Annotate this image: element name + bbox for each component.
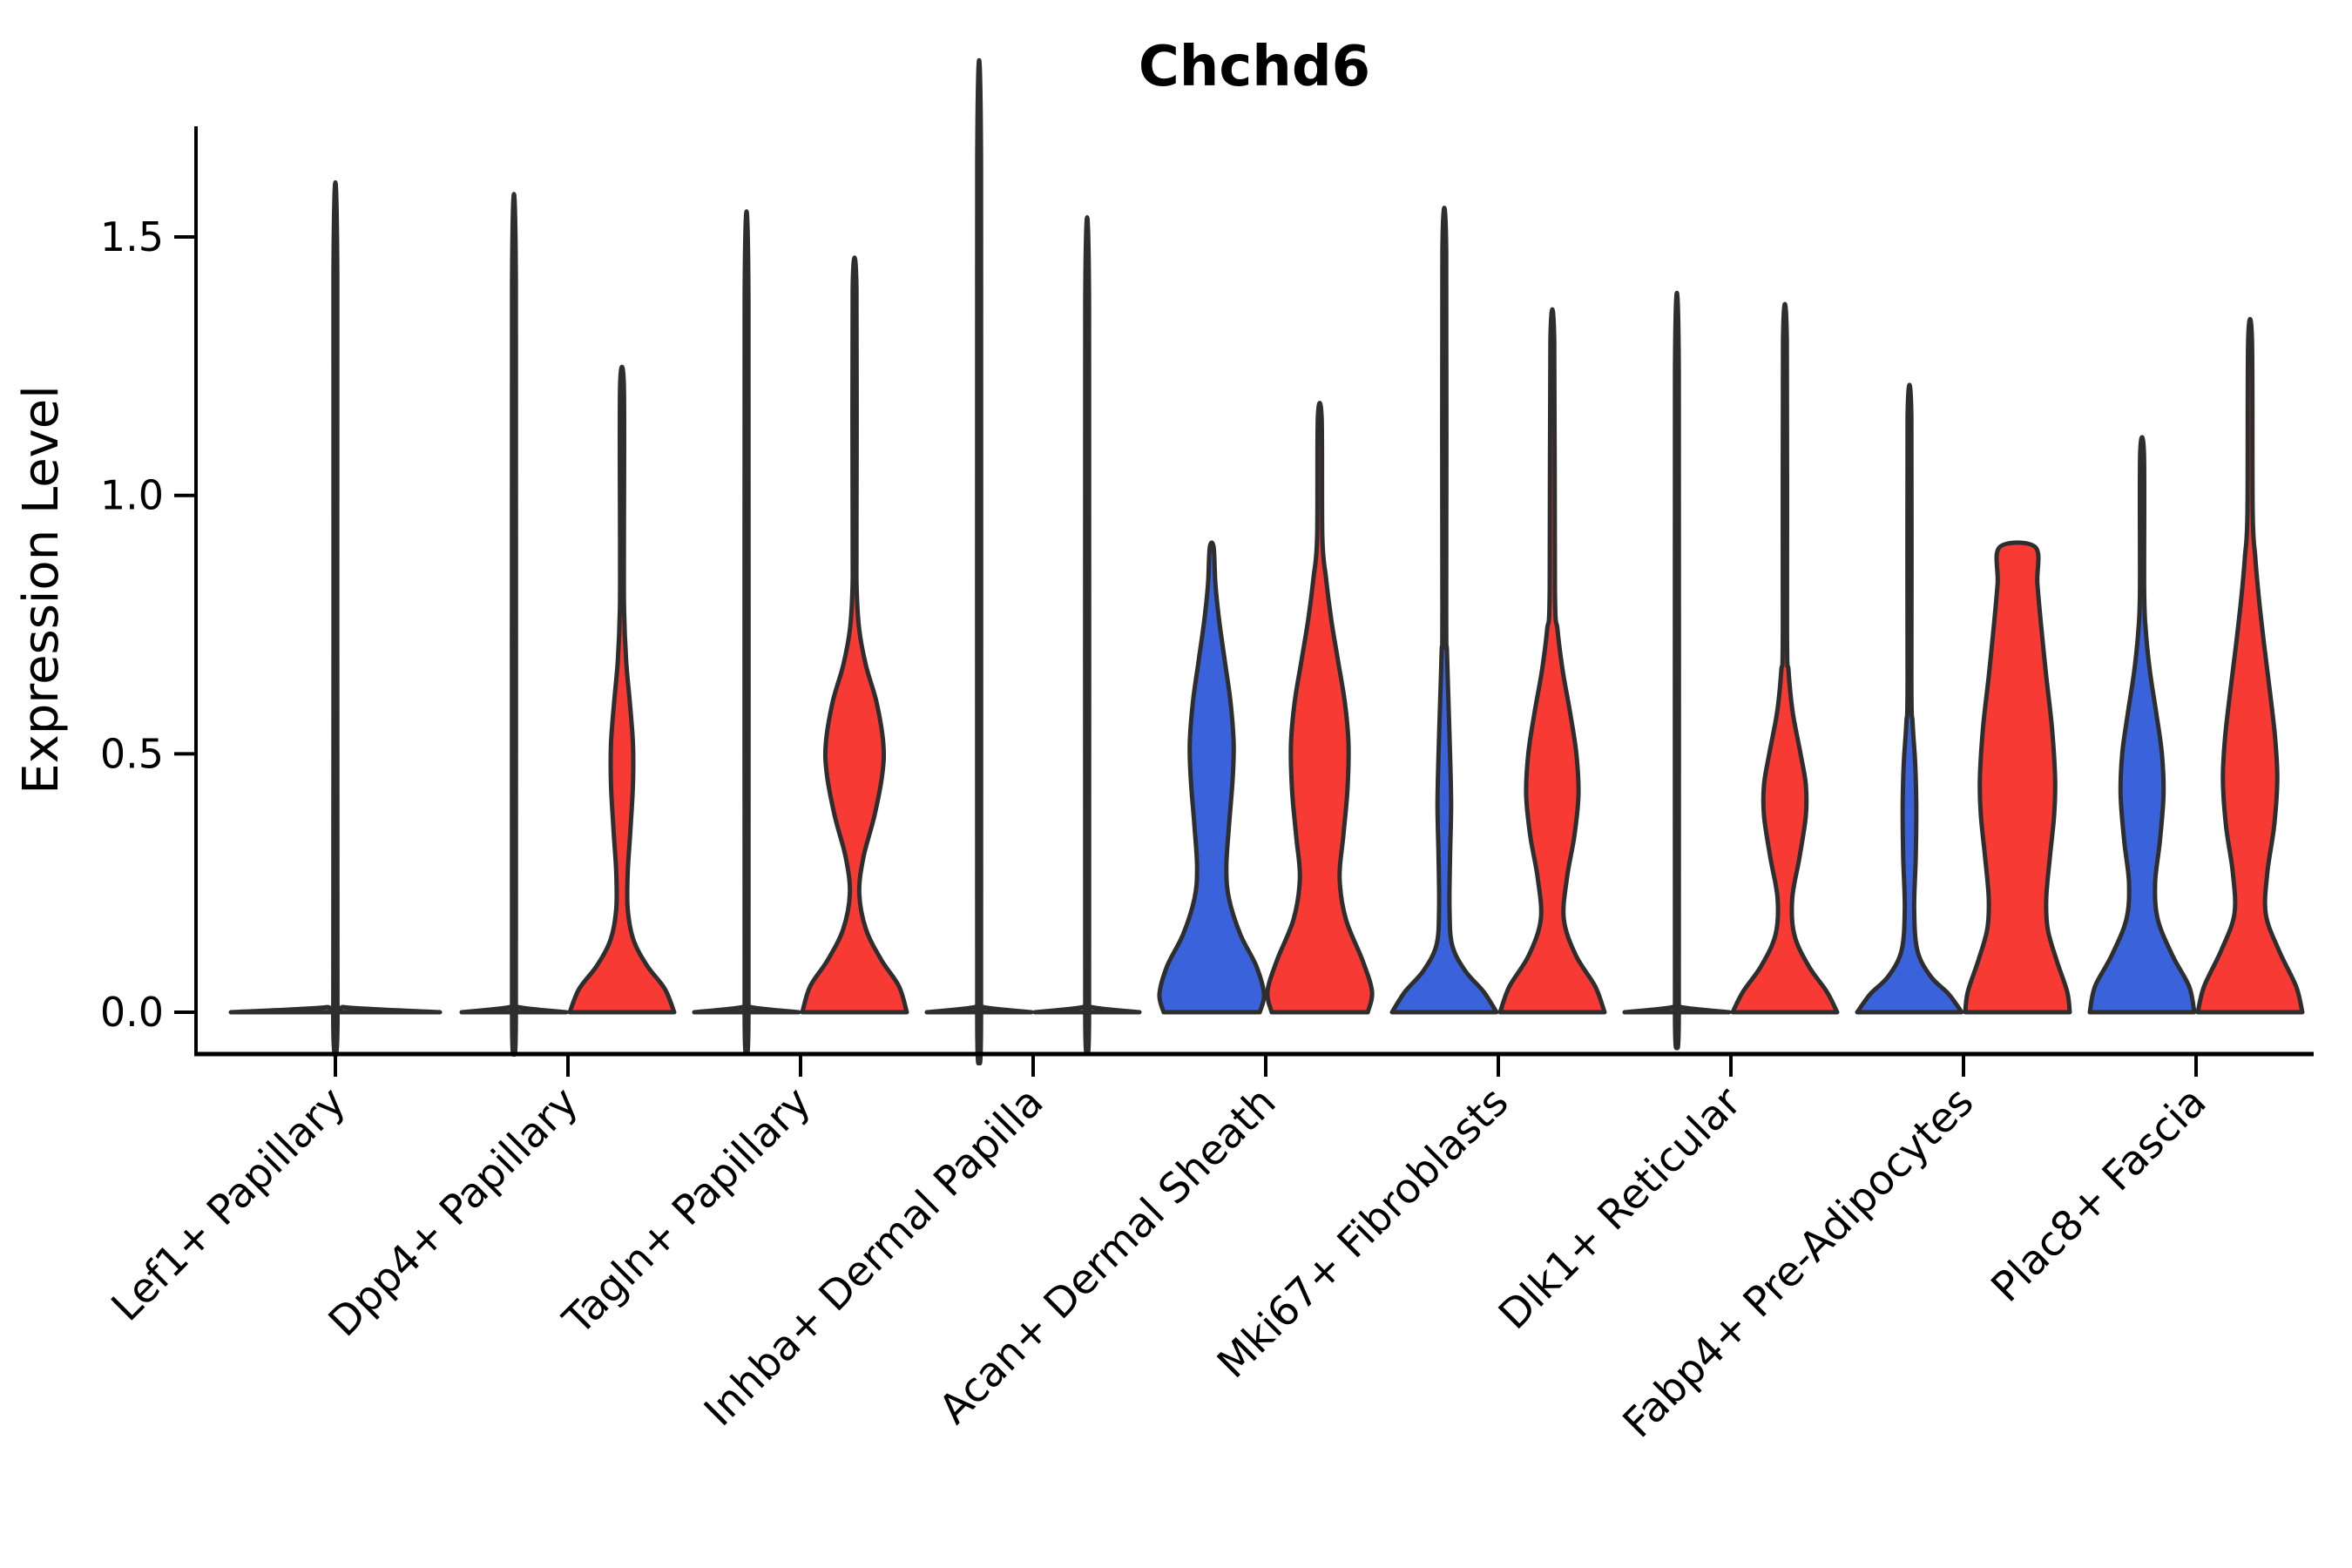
violin-dlk1-reticular-red (1730, 301, 1840, 1015)
violin-mki67-fibroblasts-blue (1389, 206, 1499, 1015)
violin-fabp4-pre-adipocytes-red (1963, 540, 2072, 1015)
violin-dpp4-papillary-red (567, 364, 677, 1015)
violins-layer (228, 57, 2305, 1065)
y-tick-label-0.0: 0.0 (100, 989, 164, 1036)
violin-dpp4-papillary-blue (459, 192, 569, 1057)
violin-fabp4-pre-adipocytes-blue (1855, 382, 1964, 1015)
x-tick-label-dpp4-papillary: Dpp4+ Papillary (320, 1078, 588, 1347)
violin-acan-dermal-sheath-red (1265, 401, 1375, 1015)
x-tick-label-tagln-papillary: Tagln+ Papillary (554, 1078, 821, 1345)
violin-plac8-fascia-red (2195, 317, 2305, 1015)
violin-tagln-papillary-blue (692, 209, 801, 1056)
violin-tagln-papillary-red (800, 255, 909, 1015)
y-tick-label-1.0: 1.0 (100, 472, 164, 519)
violin-inhba-dermal-papilla-blue (924, 57, 1034, 1065)
y-axis-label: Expression Level (13, 385, 70, 794)
x-tick-label-dlk1-reticular: Dlk1+ Reticular (1490, 1078, 1751, 1339)
violin-dlk1-reticular-blue (1622, 290, 1732, 1051)
x-tick-label-plac8-fascia: Plac8+ Fascia (1983, 1078, 2216, 1312)
y-tick-label-1.5: 1.5 (100, 213, 164, 260)
violin-lef1-papillary-blue (228, 180, 443, 1058)
y-axis-ticks: 0.0 0.5 1.0 1.5 (100, 213, 196, 1036)
x-tick-label-lef1-papillary: Lef1+ Papillary (103, 1078, 355, 1331)
violin-plac8-fascia-blue (2087, 435, 2197, 1015)
violin-acan-dermal-sheath-blue (1157, 540, 1267, 1015)
chart-title: Chchd6 (1139, 35, 1370, 99)
y-tick-label-0.5: 0.5 (100, 730, 164, 777)
violin-mki67-fibroblasts-red (1497, 307, 1607, 1015)
violin-inhba-dermal-papilla-red (1032, 215, 1142, 1056)
